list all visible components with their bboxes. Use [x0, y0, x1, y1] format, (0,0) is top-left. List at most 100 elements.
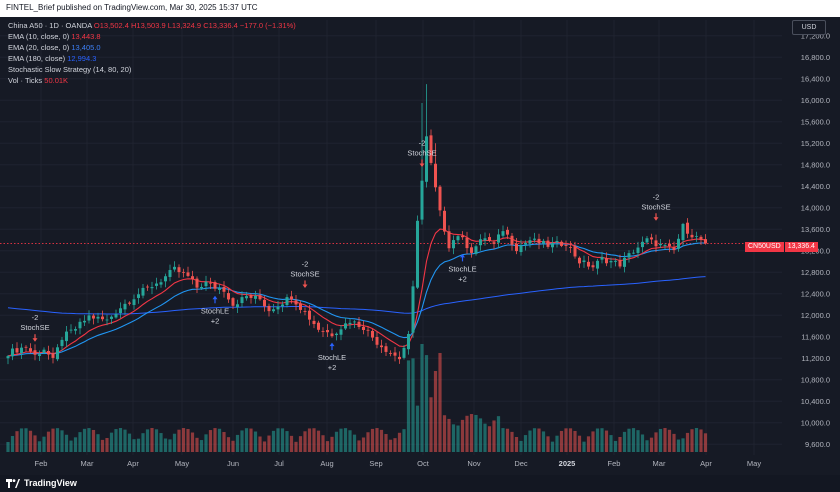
- volume-bar: [177, 429, 181, 452]
- volume-bar: [118, 428, 123, 452]
- ema180-line: [7, 276, 706, 315]
- volume-bar: [532, 428, 537, 452]
- candle-body: [677, 238, 680, 249]
- volume-bar: [190, 432, 195, 452]
- volume-bar: [123, 429, 127, 452]
- volume-bar: [33, 435, 37, 452]
- candle-body: [263, 299, 266, 307]
- candle-body: [380, 345, 383, 348]
- volume-bar: [496, 416, 501, 452]
- candle-body: [245, 296, 248, 299]
- y-tick-label: 15,600.0: [801, 117, 830, 126]
- volume-bar: [577, 435, 582, 452]
- volume-bar: [586, 436, 591, 452]
- legend-strategy[interactable]: Stochastic Slow Strategy (14, 80, 20): [8, 64, 296, 75]
- candle-body: [227, 293, 230, 300]
- volume-bar: [235, 434, 240, 452]
- symbol-name[interactable]: China A50 · 1D · OANDA: [8, 21, 92, 30]
- candle-body: [546, 240, 550, 247]
- volume-bar: [316, 430, 321, 452]
- volume-bars: [6, 344, 708, 452]
- volume-bar: [163, 438, 168, 452]
- volume-bar: [15, 431, 19, 452]
- volume-bar: [366, 432, 370, 452]
- y-tick-label: 17,200.0: [801, 31, 830, 40]
- tradingview-logo-icon: [6, 478, 20, 488]
- volume-bar: [402, 429, 406, 452]
- legend-volume[interactable]: Vol · Ticks 50.01K: [8, 75, 296, 86]
- volume-bar: [78, 432, 82, 452]
- candle-body: [384, 346, 388, 352]
- candle-body: [339, 329, 343, 335]
- ema20-path: [7, 242, 706, 357]
- candle-body: [398, 356, 401, 360]
- volume-bar: [168, 439, 172, 452]
- legend-ema10[interactable]: EMA (10, close, 0) 13,443.8: [8, 31, 296, 42]
- volume-bar: [631, 428, 636, 452]
- price-chart[interactable]: -2StochSEStochLE+2-2StochSEStochLE+2-2St…: [0, 17, 840, 475]
- volume-bar: [150, 428, 154, 452]
- signal-arrowhead: [212, 295, 218, 300]
- candle-body: [596, 260, 599, 269]
- signal-count: -2: [419, 139, 426, 148]
- volume-bar: [636, 430, 640, 452]
- candle-body: [321, 331, 325, 332]
- candle-body: [168, 270, 172, 277]
- volume-bar: [433, 371, 438, 452]
- ema180-label: EMA (180, close): [8, 54, 66, 64]
- candle-body: [272, 309, 275, 312]
- volume-bar: [294, 441, 298, 452]
- volume-bar: [28, 430, 33, 452]
- volume-bar: [42, 436, 46, 452]
- legend-ema180[interactable]: EMA (180, close) 12,994.3: [8, 53, 296, 64]
- volume-bar: [199, 440, 204, 452]
- candle-body: [60, 339, 64, 347]
- y-tick-label: 12,000.0: [801, 311, 830, 320]
- signal-label: StochLE: [318, 353, 346, 362]
- volume-bar: [132, 439, 136, 452]
- volume-bar: [573, 430, 577, 452]
- volume-bar: [613, 440, 618, 452]
- volume-bar: [253, 431, 258, 452]
- candle-body: [695, 235, 698, 237]
- volume-bar: [420, 344, 424, 452]
- candle-body: [87, 315, 91, 321]
- volume-bar: [303, 431, 307, 452]
- strategy-label: Stochastic Slow Strategy (14, 80, 20): [8, 65, 132, 75]
- volume-bar: [141, 433, 145, 452]
- y-tick-label: 12,800.0: [801, 268, 830, 277]
- candle-body: [308, 310, 311, 320]
- ema20-line: [7, 242, 706, 357]
- candle-body: [249, 295, 253, 298]
- candle-body: [290, 296, 293, 300]
- tradingview-logo[interactable]: TradingView: [6, 478, 77, 488]
- candle-body: [110, 316, 113, 319]
- volume-bar: [690, 429, 694, 452]
- volume-bar: [325, 441, 330, 452]
- volume-bar: [55, 428, 60, 452]
- volume-bar: [658, 428, 663, 452]
- volume-bar: [663, 428, 667, 452]
- volume-bar: [591, 431, 595, 452]
- candle-body: [114, 314, 118, 318]
- volume-bar: [456, 425, 460, 452]
- price-tag-value: 13,336.4: [784, 242, 818, 252]
- candle-body: [699, 236, 703, 240]
- volume-bar: [307, 428, 312, 452]
- candle-body: [357, 321, 361, 327]
- currency-button[interactable]: USD: [792, 20, 826, 35]
- candle-body: [209, 282, 212, 284]
- candle-body: [281, 304, 284, 307]
- x-tick-label: Apr: [700, 459, 712, 468]
- signal-label: StochLE: [201, 306, 229, 315]
- candle-body: [335, 333, 338, 336]
- chart-area[interactable]: -2 StochSE StochLE +2 -2 StochSE StochLE +2 -2 St…: [0, 17, 840, 475]
- legend-ema20[interactable]: EMA (20, close, 0) 13,405.0: [8, 42, 296, 53]
- candle-body: [569, 246, 572, 248]
- volume-bar: [267, 435, 271, 452]
- last-price-tag: CN50USD 13,336.4: [745, 242, 818, 252]
- candle-body: [101, 316, 104, 320]
- candle-body: [681, 223, 685, 241]
- volume-bar: [478, 418, 483, 452]
- candle-body: [627, 253, 631, 258]
